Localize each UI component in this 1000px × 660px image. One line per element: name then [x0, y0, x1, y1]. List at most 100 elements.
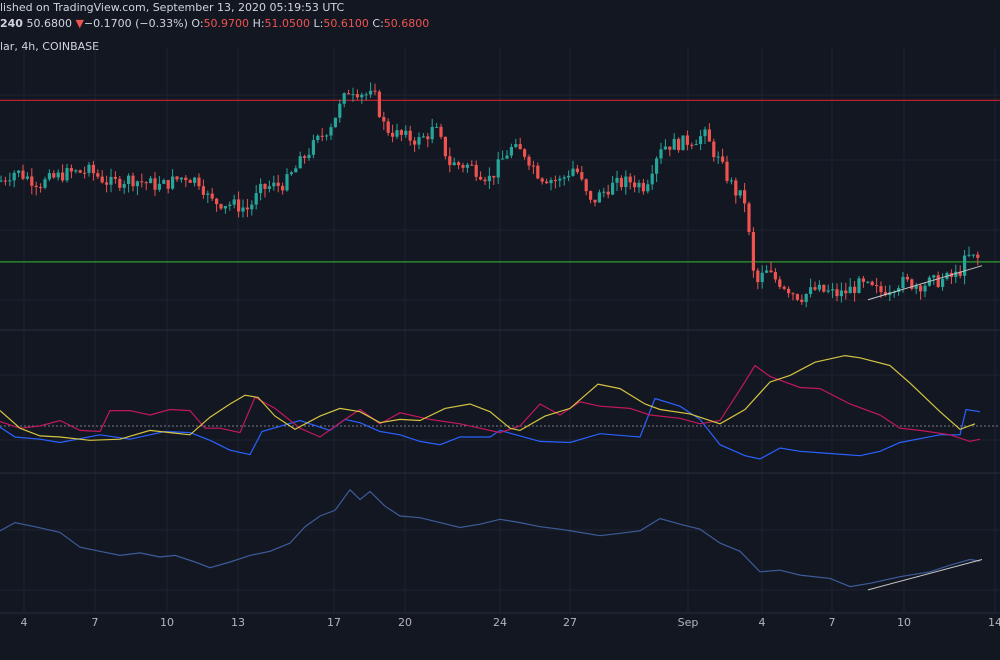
candle-body-125 — [549, 180, 553, 184]
candle-body-20 — [87, 164, 91, 173]
candle-body-156 — [685, 135, 689, 145]
candle-body-174 — [765, 270, 769, 273]
candle-body-63 — [276, 182, 280, 186]
close-value: 50.6800 — [383, 17, 430, 30]
candle-body-118 — [518, 144, 522, 150]
candle-body-114 — [501, 158, 505, 160]
candle-body-115 — [505, 155, 509, 159]
candle-body-13 — [56, 172, 60, 178]
candle-body-138 — [606, 191, 610, 195]
candle-body-49 — [215, 198, 219, 205]
candle-body-135 — [593, 199, 597, 203]
candle-body-140 — [615, 177, 619, 183]
low-value: 50.6100 — [323, 17, 369, 30]
candle-body-147 — [646, 184, 650, 192]
candle-body-180 — [791, 293, 795, 295]
candle-body-176 — [773, 272, 777, 280]
candle-body-185 — [813, 287, 817, 290]
candle-body-182 — [800, 299, 804, 302]
candle-body-186 — [817, 284, 821, 290]
candle-body-76 — [333, 117, 337, 128]
candle-body-105 — [461, 165, 465, 168]
oscillator-line-yellow — [0, 354, 976, 441]
candle-body-190 — [835, 289, 839, 297]
candle-body-201 — [883, 292, 887, 296]
candle-body-10 — [43, 179, 47, 188]
candle-body-26 — [113, 176, 117, 179]
candle-body-77 — [338, 103, 342, 118]
candle-body-68 — [298, 156, 302, 169]
candle-body-17 — [74, 170, 78, 172]
candle-body-37 — [162, 180, 166, 184]
candle-body-82 — [360, 94, 364, 98]
candle-body-108 — [474, 164, 478, 177]
candle-body-94 — [413, 140, 417, 145]
candle-body-148 — [650, 173, 654, 185]
high-label: H: — [252, 17, 265, 30]
candle-body-181 — [795, 294, 799, 300]
candle-body-15 — [65, 168, 69, 181]
candle-body-42 — [184, 177, 188, 181]
candle-body-126 — [553, 180, 557, 182]
candle-body-74 — [325, 135, 329, 137]
candle-body-102 — [448, 156, 452, 166]
candle-body-33 — [144, 182, 148, 184]
candle-body-168 — [738, 190, 742, 196]
candle-body-30 — [131, 175, 135, 187]
candle-body-200 — [879, 286, 883, 293]
candle-body-191 — [839, 290, 843, 297]
candle-body-78 — [342, 93, 346, 104]
x-tick-label-8: Sep — [678, 616, 699, 629]
trendline-price — [867, 265, 983, 301]
candle-body-4 — [17, 170, 21, 173]
candle-body-97 — [426, 136, 430, 140]
header-line-1: lished on TradingView.com, September 13,… — [0, 1, 344, 14]
candle-body-70 — [307, 154, 311, 159]
candle-body-14 — [61, 172, 65, 181]
candle-body-83 — [364, 94, 368, 96]
candle-body-193 — [848, 286, 852, 294]
candle-body-166 — [729, 180, 733, 182]
close-label: C: — [372, 17, 384, 30]
candle-body-128 — [562, 177, 566, 179]
candle-body-129 — [567, 175, 571, 178]
candle-body-31 — [135, 181, 139, 187]
x-tick-label-9: 4 — [759, 616, 766, 629]
candle-body-90 — [395, 130, 399, 137]
obv-line — [0, 488, 981, 588]
candle-body-204 — [897, 288, 901, 292]
candle-body-196 — [861, 278, 865, 282]
candle-body-214 — [941, 278, 945, 287]
candle-body-6 — [25, 176, 29, 179]
candle-body-9 — [39, 187, 43, 189]
candle-body-18 — [78, 170, 82, 173]
candle-body-53 — [232, 199, 236, 205]
candle-body-197 — [866, 281, 870, 283]
candle-body-137 — [602, 191, 606, 193]
oscillator-line-pink — [0, 364, 981, 443]
candle-body-93 — [408, 130, 412, 141]
candle-body-116 — [509, 146, 513, 156]
candle-body-22 — [96, 173, 100, 177]
candle-body-172 — [756, 270, 760, 283]
candle-body-117 — [514, 144, 518, 147]
candle-body-66 — [289, 172, 293, 175]
candle-body-19 — [83, 172, 87, 174]
candle-body-141 — [619, 177, 623, 188]
candle-body-218 — [958, 271, 962, 276]
candle-body-170 — [747, 203, 751, 233]
candle-body-60 — [263, 183, 267, 189]
candle-body-169 — [743, 190, 747, 204]
candle-body-35 — [153, 178, 157, 190]
candle-body-52 — [228, 204, 232, 206]
candle-body-107 — [470, 164, 474, 166]
candle-body-219 — [963, 255, 967, 276]
candle-body-123 — [540, 178, 544, 182]
candle-body-106 — [465, 164, 469, 168]
candle-body-136 — [597, 192, 601, 203]
candle-body-134 — [589, 191, 593, 200]
candle-body-173 — [760, 272, 764, 283]
candle-body-113 — [496, 159, 500, 178]
x-tick-label-10: 7 — [829, 616, 836, 629]
